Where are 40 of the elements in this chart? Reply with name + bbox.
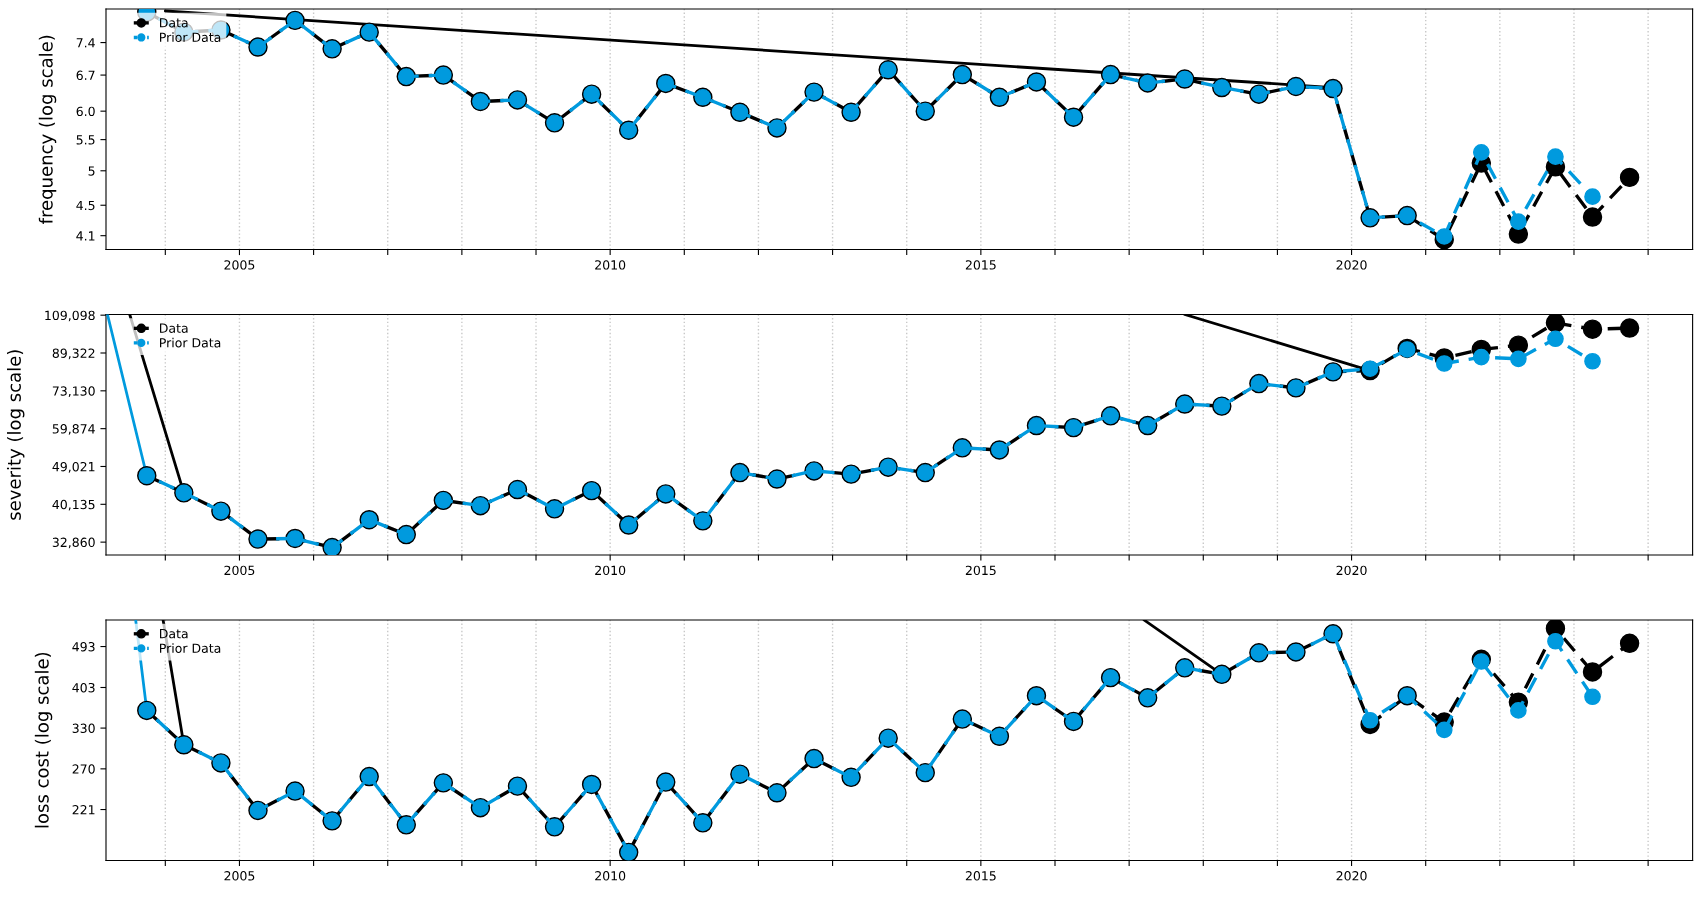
y-tick-label: 59,874 bbox=[52, 424, 95, 435]
legend-label: Data bbox=[160, 629, 188, 639]
y-tick-label: 403 bbox=[72, 682, 95, 693]
y-tick-label: 6.7 bbox=[76, 70, 95, 80]
legend-label: Data bbox=[160, 323, 188, 333]
y-tick-label: 493 bbox=[72, 642, 95, 652]
x-tick-label: 2010 bbox=[595, 565, 626, 576]
y-tick-label: 270 bbox=[72, 764, 95, 774]
y-tick-label: 4.5 bbox=[76, 200, 95, 211]
x-tick-label: 2005 bbox=[224, 565, 255, 576]
y-axis-title: frequency (log scale) bbox=[38, 35, 57, 224]
y-tick-label: 6.0 bbox=[76, 106, 95, 117]
y-tick-label: 5 bbox=[88, 166, 95, 176]
y-tick-label: 330 bbox=[72, 723, 95, 734]
y-tick-label: 221 bbox=[72, 805, 95, 815]
x-tick-label: 2020 bbox=[1336, 260, 1367, 270]
y-tick-label: 73,130 bbox=[52, 386, 95, 398]
y-axis-title: severity (log scale) bbox=[6, 350, 25, 520]
x-tick-label: 2020 bbox=[1336, 565, 1367, 576]
x-tick-label: 2015 bbox=[965, 260, 996, 270]
y-tick-label: 5.5 bbox=[76, 135, 95, 145]
x-tick-label: 2010 bbox=[595, 260, 626, 270]
legend-label: Prior Data bbox=[160, 643, 221, 653]
y-tick-label: 7.4 bbox=[76, 38, 95, 48]
x-tick-label: 2005 bbox=[224, 871, 255, 881]
y-tick-label: 32,860 bbox=[52, 537, 95, 549]
x-tick-label: 2020 bbox=[1336, 871, 1367, 881]
legend-label: Prior Data bbox=[160, 32, 221, 43]
legend-label: Data bbox=[160, 18, 188, 28]
x-tick-label: 2015 bbox=[965, 871, 996, 881]
x-tick-label: 2010 bbox=[595, 871, 626, 881]
legend-label: Prior Data bbox=[160, 337, 221, 348]
x-tick-label: 2005 bbox=[224, 260, 255, 270]
y-tick-label: 4.1 bbox=[76, 231, 95, 241]
y-tick-label: 109,098 bbox=[45, 310, 95, 322]
y-tick-label: 49,021 bbox=[52, 461, 95, 473]
y-axis-title: loss cost (log scale) bbox=[34, 652, 53, 828]
y-tick-label: 40,135 bbox=[52, 499, 95, 511]
x-tick-label: 2015 bbox=[965, 565, 996, 576]
y-tick-label: 89,322 bbox=[52, 348, 95, 360]
